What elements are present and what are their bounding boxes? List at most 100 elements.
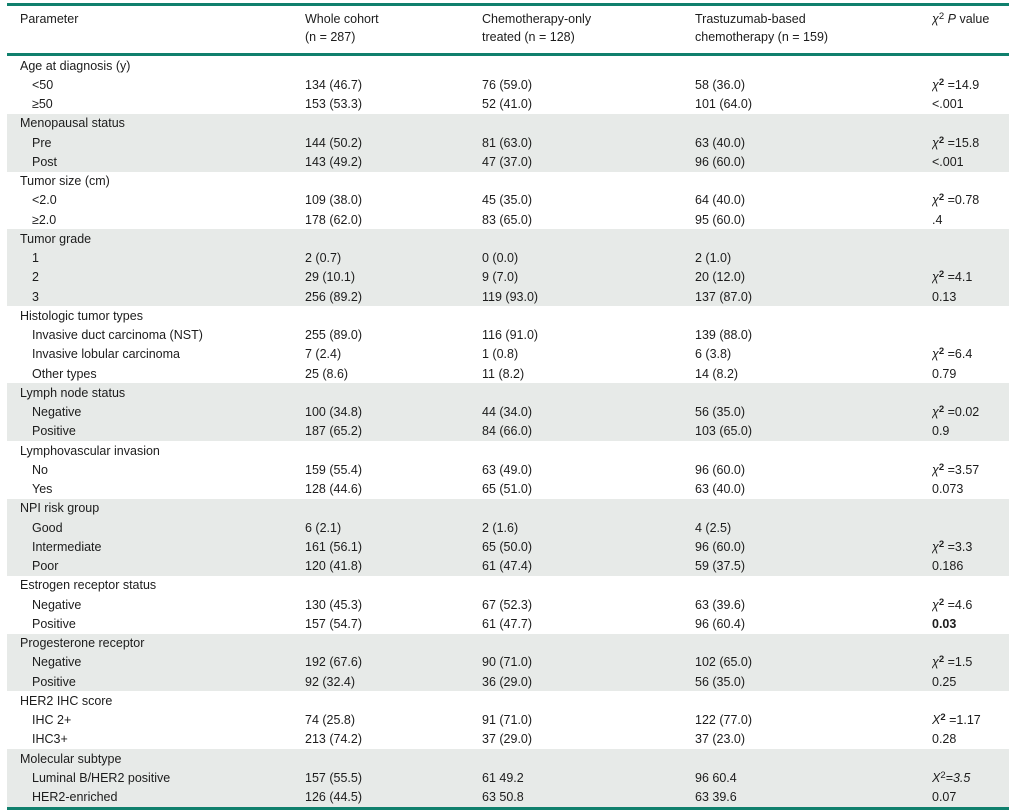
table-row: Poor 120 (41.8) 61 (47.4) 59 (37.5) 0.186 — [7, 557, 1009, 576]
chi-symbol: χ — [932, 539, 939, 554]
stat-cell: χ2 =0.02 — [932, 405, 1009, 419]
table-row: IHC3+ 213 (74.2) 37 (29.0) 37 (23.0) 0.28 — [7, 730, 1009, 749]
table-row: 1 2 (0.7) 0 (0.0) 2 (1.0) — [7, 249, 1009, 268]
chemo-only-cell: 9 (7.0) — [482, 270, 519, 285]
chi-exponent: 2 — [938, 462, 945, 473]
table-row: ≥2.0 178 (62.0) 83 (65.0) 95 (60.0) .4 — [7, 210, 1009, 229]
trastuzumab-cell: 102 (65.0) — [695, 655, 752, 670]
table-row: Other types 25 (8.6) 11 (8.2) 14 (8.2) 0.79 — [7, 364, 1009, 383]
row-label: Other types — [32, 366, 97, 381]
table-row: 2 29 (10.1) 9 (7.0) 20 (12.0) χ2 =4.1 — [7, 268, 1009, 287]
whole-cohort-cell: 7 (2.4) — [305, 347, 342, 362]
chi-statistic-value: =1.5 — [944, 655, 973, 670]
row-label: Invasive lobular carcinoma — [32, 347, 180, 362]
row-label: Post — [32, 154, 58, 169]
chi-symbol: χ — [932, 462, 939, 477]
chi-statistic-value: =1.17 — [945, 713, 981, 728]
trastuzumab-cell: 63 (40.0) — [695, 482, 746, 497]
chi-symbol: X — [932, 770, 941, 785]
stat-cell: χ2 =0.78 — [932, 193, 1009, 207]
chi-statistic-value: =6.4 — [944, 347, 973, 362]
stat-cell: χ2 =4.6 — [932, 598, 1009, 612]
column-header-parameter: Parameter — [7, 12, 305, 27]
whole-cohort-cell: 187 (65.2) — [305, 424, 362, 439]
chi-exponent: 2 — [940, 713, 946, 724]
chi-exponent: 2 — [938, 77, 945, 88]
column-header-trastuzumab: Trastuzumab-based chemotherapy (n = 159) — [695, 12, 932, 45]
chi-statistic-value: =4.1 — [944, 270, 973, 285]
group-label: Age at diagnosis (y) — [20, 58, 131, 73]
group-header-row: Progesterone receptor — [7, 634, 1009, 653]
chemo-only-cell: 119 (93.0) — [482, 289, 539, 304]
row-label: HER2-enriched — [32, 790, 118, 805]
row-label: Positive — [32, 674, 76, 689]
stat-cell: χ2 =15.8 — [932, 136, 1009, 150]
table-row: Pre 144 (50.2) 81 (63.0) 63 (40.0) χ2 =15.8 — [7, 133, 1009, 152]
chi-exponent: 2 — [938, 539, 945, 550]
stat-cell: χ2 =1.5 — [932, 655, 1009, 669]
chemo-only-cell: 90 (71.0) — [482, 655, 533, 670]
group-label: Tumor grade — [20, 231, 92, 246]
group-header-row: Tumor size (cm) — [7, 172, 1009, 191]
group-label: Progesterone receptor — [20, 636, 145, 651]
group-header-row: HER2 IHC score — [7, 691, 1009, 710]
chemo-only-cell: 47 (37.0) — [482, 154, 533, 169]
value-label: value — [959, 12, 990, 26]
chemo-only-cell: 61 (47.4) — [482, 559, 533, 574]
table-row: Invasive lobular carcinoma 7 (2.4) 1 (0.8)… — [7, 345, 1009, 364]
group-label: HER2 IHC score — [20, 693, 113, 708]
row-label: ≥2.0 — [32, 212, 57, 227]
group-band: Molecular subtype Luminal B/HER2 positive… — [7, 749, 1009, 807]
p-value: .4 — [932, 212, 943, 227]
group-label: Molecular subtype — [20, 751, 122, 766]
stat-cell: 0.9 — [932, 424, 1009, 438]
chemo-only-cell: 36 (29.0) — [482, 674, 533, 689]
chemo-only-cell: 63 50.8 — [482, 790, 524, 805]
table-row: Positive 157 (54.7) 61 (47.7) 96 (60.4) 0.03 — [7, 614, 1009, 633]
stat-cell: .4 — [932, 213, 1009, 227]
whole-cohort-cell: 100 (34.8) — [305, 405, 362, 420]
row-label: IHC3+ — [32, 732, 68, 747]
chi-statistic-value: =4.6 — [944, 597, 973, 612]
whole-cohort-cell: 157 (55.5) — [305, 770, 362, 785]
trastuzumab-cell: 59 (37.5) — [695, 559, 746, 574]
row-label: IHC 2+ — [32, 713, 72, 728]
trastuzumab-cell: 63 (39.6) — [695, 597, 746, 612]
chi-exponent: 2 — [938, 193, 945, 204]
table-row: ≥50 153 (53.3) 52 (41.0) 101 (64.0) <.001 — [7, 95, 1009, 114]
chi-symbol: χ — [932, 347, 939, 362]
chemo-only-cell: 11 (8.2) — [482, 366, 525, 381]
row-label: Poor — [32, 559, 59, 574]
chemo-only-line1: Chemotherapy-only — [482, 12, 592, 26]
whole-cohort-cell: 144 (50.2) — [305, 135, 362, 150]
row-label: 3 — [32, 289, 39, 304]
group-band: Histologic tumor types Invasive duct carc… — [7, 306, 1009, 383]
chi-statistic-value: =3.3 — [944, 539, 973, 554]
chi-exponent: 2 — [938, 12, 945, 22]
whole-cohort-cell: 143 (49.2) — [305, 154, 362, 169]
whole-cohort-cell: 255 (89.0) — [305, 328, 362, 343]
stat-cell: χ2 =3.3 — [932, 540, 1009, 554]
row-label: Yes — [32, 482, 53, 497]
group-label: Tumor size (cm) — [20, 174, 110, 189]
chemo-only-cell: 81 (63.0) — [482, 135, 533, 150]
column-header-whole-cohort: Whole cohort (n = 287) — [305, 12, 482, 45]
table-row: Negative 100 (34.8) 44 (34.0) 56 (35.0) χ2 =… — [7, 403, 1009, 422]
row-label: Invasive duct carcinoma (NST) — [32, 328, 203, 343]
group-label: NPI risk group — [20, 501, 100, 516]
row-label: Negative — [32, 405, 82, 420]
chemo-only-cell: 61 49.2 — [482, 770, 524, 785]
chi-symbol: χ — [932, 270, 939, 285]
table-row: Positive 92 (32.4) 36 (29.0) 56 (35.0) 0.25 — [7, 672, 1009, 691]
whole-cohort-cell: 192 (67.6) — [305, 655, 362, 670]
group-header-row: Molecular subtype — [7, 749, 1009, 768]
trastuzumab-cell: 58 (36.0) — [695, 77, 746, 92]
stat-cell: 0.13 — [932, 290, 1009, 304]
row-label: Positive — [32, 616, 76, 631]
chemo-only-cell: 44 (34.0) — [482, 405, 533, 420]
table-row: <2.0 109 (38.0) 45 (35.0) 64 (40.0) χ2 =0.78 — [7, 191, 1009, 210]
p-value: <.001 — [932, 154, 964, 169]
table-row: <50 134 (46.7) 76 (59.0) 58 (36.0) χ2 =14.9 — [7, 75, 1009, 94]
whole-cohort-cell: 74 (25.8) — [305, 713, 356, 728]
trastuzumab-cell: 96 60.4 — [695, 770, 737, 785]
